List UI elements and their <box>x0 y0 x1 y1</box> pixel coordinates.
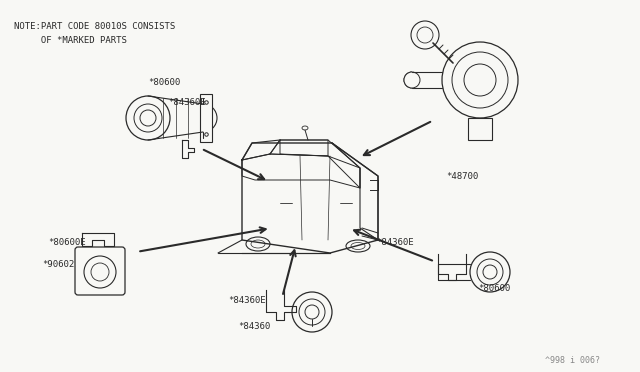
Text: NOTE:PART CODE 80010S CONSISTS: NOTE:PART CODE 80010S CONSISTS <box>14 22 175 31</box>
FancyBboxPatch shape <box>468 118 492 140</box>
Text: *84360: *84360 <box>238 322 270 331</box>
Text: *80600: *80600 <box>148 78 180 87</box>
Text: *48700: *48700 <box>446 172 478 181</box>
Circle shape <box>442 42 518 118</box>
Circle shape <box>84 256 116 288</box>
Circle shape <box>134 104 162 132</box>
Circle shape <box>91 263 109 281</box>
Ellipse shape <box>246 237 270 251</box>
Ellipse shape <box>302 126 308 130</box>
Circle shape <box>483 265 497 279</box>
Text: *84360E: *84360E <box>168 98 205 107</box>
Text: *90602: *90602 <box>42 260 74 269</box>
Text: ^998 i 006?: ^998 i 006? <box>545 356 600 365</box>
Ellipse shape <box>346 240 370 252</box>
Circle shape <box>452 52 508 108</box>
Circle shape <box>477 259 503 285</box>
FancyBboxPatch shape <box>75 247 125 295</box>
Circle shape <box>404 72 420 88</box>
Circle shape <box>305 305 319 319</box>
Text: *80600E: *80600E <box>48 238 86 247</box>
Circle shape <box>417 27 433 43</box>
Circle shape <box>140 110 156 126</box>
Ellipse shape <box>351 243 365 250</box>
Text: *84360E: *84360E <box>376 238 413 247</box>
Text: OF *MARKED PARTS: OF *MARKED PARTS <box>14 36 127 45</box>
Text: *80600: *80600 <box>478 284 510 293</box>
Circle shape <box>411 21 439 49</box>
Circle shape <box>464 64 496 96</box>
Ellipse shape <box>251 240 265 248</box>
Circle shape <box>299 299 325 325</box>
FancyBboxPatch shape <box>200 94 212 142</box>
Circle shape <box>292 292 332 332</box>
Circle shape <box>126 96 170 140</box>
Circle shape <box>470 252 510 292</box>
Text: *84360E: *84360E <box>228 296 266 305</box>
